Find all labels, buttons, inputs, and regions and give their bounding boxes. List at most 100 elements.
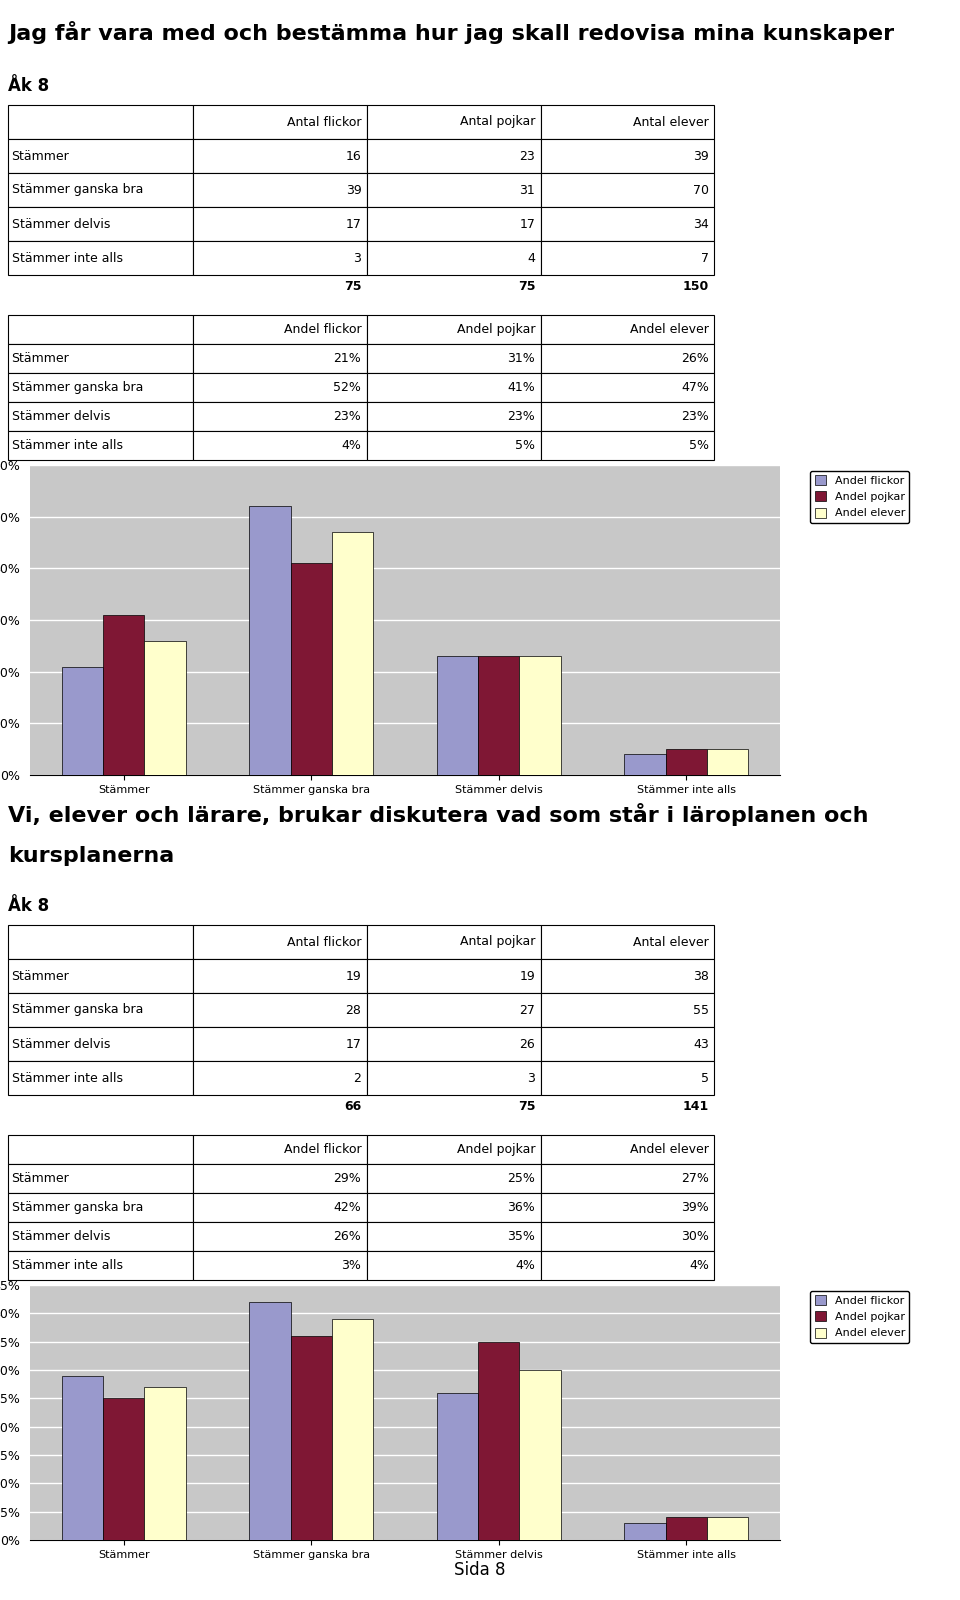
Bar: [540, 1061, 714, 1094]
Text: 2: 2: [353, 1072, 361, 1085]
Bar: [707, 749, 748, 774]
Text: 3%: 3%: [342, 1259, 361, 1272]
Bar: [193, 1222, 367, 1251]
Bar: [193, 925, 367, 958]
Bar: [540, 206, 714, 242]
Text: 42%: 42%: [333, 1202, 361, 1214]
Bar: [291, 563, 332, 774]
Text: Stämmer delvis: Stämmer delvis: [12, 218, 110, 230]
Text: Stämmer: Stämmer: [12, 149, 69, 163]
Bar: [250, 1302, 291, 1539]
Text: 141: 141: [683, 1101, 709, 1114]
Text: 17: 17: [519, 218, 536, 230]
Text: Stämmer inte alls: Stämmer inte alls: [12, 438, 123, 451]
Bar: [8, 430, 193, 461]
Text: Antal elever: Antal elever: [634, 115, 709, 128]
Bar: [103, 614, 144, 774]
Text: 36%: 36%: [508, 1202, 536, 1214]
Bar: [367, 315, 540, 344]
Text: kursplanerna: kursplanerna: [8, 846, 175, 866]
Bar: [8, 1061, 193, 1094]
Bar: [8, 1134, 193, 1165]
Bar: [332, 1318, 373, 1539]
Bar: [8, 1194, 193, 1222]
Bar: [8, 402, 193, 430]
Text: 26%: 26%: [333, 1230, 361, 1243]
Text: 75: 75: [517, 1101, 536, 1114]
Text: 34: 34: [693, 218, 709, 230]
Bar: [540, 1222, 714, 1251]
Text: 17: 17: [346, 218, 361, 230]
Bar: [8, 242, 193, 275]
Bar: [540, 994, 714, 1027]
Text: 5: 5: [701, 1072, 709, 1085]
Text: Andel elever: Andel elever: [631, 323, 709, 336]
Bar: [8, 315, 193, 344]
Bar: [367, 925, 540, 958]
Text: Andel elever: Andel elever: [631, 1142, 709, 1155]
Text: 28: 28: [346, 1003, 361, 1016]
Bar: [367, 1165, 540, 1194]
Text: 23%: 23%: [333, 410, 361, 422]
Bar: [540, 1165, 714, 1194]
Text: 31%: 31%: [508, 352, 536, 365]
Text: 39: 39: [346, 184, 361, 197]
Bar: [193, 1027, 367, 1061]
Text: Stämmer inte alls: Stämmer inte alls: [12, 1259, 123, 1272]
Bar: [193, 106, 367, 139]
Bar: [367, 958, 540, 994]
Bar: [8, 139, 193, 173]
Bar: [367, 1061, 540, 1094]
Text: 29%: 29%: [333, 1171, 361, 1186]
Text: 47%: 47%: [682, 381, 709, 394]
Text: Stämmer: Stämmer: [12, 970, 69, 982]
Bar: [8, 994, 193, 1027]
Text: 4%: 4%: [342, 438, 361, 451]
Bar: [624, 1523, 665, 1539]
Text: Stämmer ganska bra: Stämmer ganska bra: [12, 1202, 143, 1214]
Bar: [193, 994, 367, 1027]
Bar: [540, 242, 714, 275]
Bar: [367, 139, 540, 173]
Bar: [437, 656, 478, 774]
Bar: [193, 402, 367, 430]
Text: 26: 26: [519, 1037, 536, 1051]
Bar: [665, 749, 707, 774]
Text: 70: 70: [693, 184, 709, 197]
Bar: [367, 994, 540, 1027]
Text: Åk 8: Åk 8: [8, 77, 49, 94]
Bar: [540, 1194, 714, 1222]
Bar: [540, 1027, 714, 1061]
Text: 31: 31: [519, 184, 536, 197]
Bar: [193, 1251, 367, 1280]
Text: Andel flickor: Andel flickor: [284, 323, 361, 336]
Bar: [193, 1165, 367, 1194]
Bar: [8, 958, 193, 994]
Text: Stämmer inte alls: Stämmer inte alls: [12, 1072, 123, 1085]
Bar: [540, 1134, 714, 1165]
Bar: [540, 1251, 714, 1280]
Text: 4: 4: [527, 251, 536, 264]
Bar: [193, 958, 367, 994]
Text: 30%: 30%: [682, 1230, 709, 1243]
Text: 4%: 4%: [689, 1259, 709, 1272]
Bar: [8, 1222, 193, 1251]
Text: Stämmer delvis: Stämmer delvis: [12, 410, 110, 422]
Text: 75: 75: [517, 280, 536, 293]
Text: Stämmer ganska bra: Stämmer ganska bra: [12, 381, 143, 394]
Bar: [8, 1165, 193, 1194]
Text: 25%: 25%: [508, 1171, 536, 1186]
Bar: [193, 315, 367, 344]
Bar: [8, 173, 193, 206]
Text: Antal elever: Antal elever: [634, 936, 709, 949]
Bar: [8, 373, 193, 402]
Legend: Andel flickor, Andel pojkar, Andel elever: Andel flickor, Andel pojkar, Andel eleve…: [810, 1291, 909, 1342]
Bar: [250, 506, 291, 774]
Bar: [540, 402, 714, 430]
Text: 4%: 4%: [516, 1259, 536, 1272]
Bar: [540, 315, 714, 344]
Text: 35%: 35%: [508, 1230, 536, 1243]
Text: Stämmer ganska bra: Stämmer ganska bra: [12, 184, 143, 197]
Bar: [367, 430, 540, 461]
Text: 39: 39: [693, 149, 709, 163]
